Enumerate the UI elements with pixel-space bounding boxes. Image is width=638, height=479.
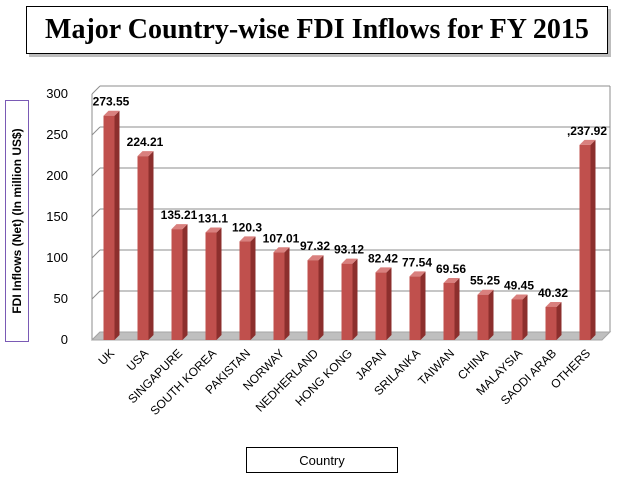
bar-side (352, 258, 358, 340)
chart-title-box: Major Country-wise FDI Inflows for FY 20… (26, 6, 608, 54)
grid-line-diagonal (91, 126, 101, 136)
y-tick-label: 250 (46, 127, 68, 142)
chart-title: Major Country-wise FDI Inflows for FY 20… (45, 14, 589, 45)
data-label: 82.42 (368, 251, 398, 265)
bar (273, 252, 285, 340)
bar-top (205, 227, 222, 233)
bar-side (182, 224, 188, 340)
bar (103, 115, 115, 341)
bar-top (579, 139, 596, 145)
data-label: 107.01 (263, 231, 300, 245)
bar-side (420, 271, 426, 340)
data-label: 273.55 (93, 95, 130, 109)
x-axis-label: Country (299, 452, 345, 468)
bar-side (386, 267, 392, 340)
bar-top (341, 258, 358, 264)
bar-top (137, 151, 154, 157)
data-label: 224.21 (127, 135, 164, 149)
bar-top (103, 110, 120, 116)
bar (307, 260, 319, 340)
y-axis-label-box: FDI Inflows (Net) (In million US$) (5, 100, 29, 342)
bar-side (488, 289, 494, 340)
data-label: 131.1 (198, 211, 228, 225)
bar-top (443, 277, 460, 283)
bar-top (477, 289, 494, 295)
grid-line-diagonal (91, 208, 101, 218)
bar (137, 156, 149, 340)
bar-side (148, 151, 154, 340)
data-label: 40.32 (538, 286, 568, 300)
bar-top (511, 294, 528, 300)
bar-side (284, 247, 290, 340)
bar (409, 276, 421, 340)
y-tick-label: 200 (46, 168, 68, 183)
bar (341, 263, 353, 340)
x-axis-label-box: Country (246, 447, 398, 473)
data-label: 69.56 (436, 262, 466, 276)
bar-side (250, 236, 256, 340)
bar (375, 272, 387, 340)
bar-side (216, 227, 222, 340)
bar-side (114, 110, 120, 341)
data-label: ,237.92 (567, 124, 607, 138)
bar (511, 299, 523, 340)
x-tick-label: UK (95, 346, 117, 368)
x-tick-label: USA (124, 346, 151, 373)
bar (239, 241, 251, 340)
bar-side (556, 301, 562, 340)
bar (171, 229, 183, 340)
bar-top (375, 267, 392, 273)
bar-top (545, 301, 562, 307)
data-label: 120.3 (232, 220, 262, 234)
bar-side (590, 139, 596, 340)
data-label: 135.21 (161, 208, 198, 222)
grid-line-diagonal (91, 167, 101, 177)
bar-top (171, 224, 188, 230)
grid-line-diagonal (91, 249, 101, 259)
data-label: 49.45 (504, 278, 534, 292)
y-tick-label: 0 (61, 332, 68, 347)
bar-top (409, 271, 426, 277)
bar-side (522, 294, 528, 340)
y-tick-label: 100 (46, 250, 68, 265)
data-label: 93.12 (334, 243, 364, 257)
x-tick-label: TAIWAN (415, 346, 457, 388)
y-tick-label: 50 (54, 291, 68, 306)
grid-line-diagonal (91, 290, 101, 300)
data-label: 55.25 (470, 274, 500, 288)
bar-top (273, 247, 290, 253)
bar-top (239, 236, 256, 242)
bar (579, 144, 591, 340)
y-axis-label: FDI Inflows (Net) (In million US$) (10, 128, 24, 314)
grid-line-diagonal (91, 85, 101, 95)
bar-side (318, 255, 324, 340)
y-tick-label: 150 (46, 209, 68, 224)
data-label: 97.32 (300, 239, 330, 253)
bar (443, 282, 455, 340)
bar (205, 232, 217, 340)
bar-top (307, 255, 324, 261)
bar-side (454, 277, 460, 340)
y-tick-label: 300 (46, 86, 68, 101)
bar (477, 294, 489, 340)
data-label: 77.54 (402, 255, 432, 269)
bar (545, 306, 557, 340)
